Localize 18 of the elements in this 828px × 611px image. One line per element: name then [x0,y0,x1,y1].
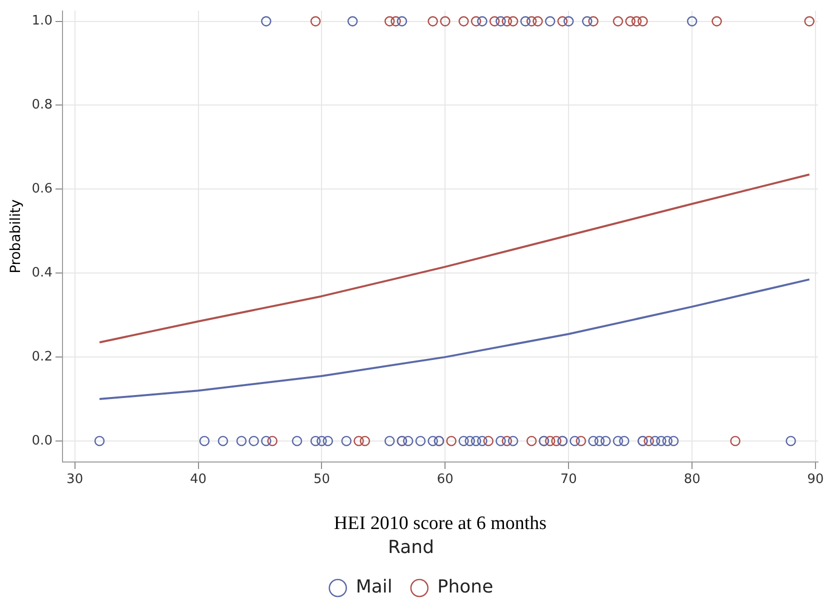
x-tick-label: 60 [436,472,454,488]
y-tick-label: 0.0 [32,433,52,448]
x-tick-label: 80 [684,472,700,488]
legend-title: Rand [388,537,434,558]
y-axis-title: Probability [8,199,24,274]
x-tick-label: 90 [807,472,824,488]
y-tick-label: 0.2 [32,349,52,364]
y-tick-label: 0.8 [32,98,52,113]
x-tick-label: 30 [66,472,84,488]
legend-label: Phone [437,576,494,598]
legend-label: Mail [356,576,392,598]
x-tick-label: 40 [190,472,207,488]
x-axis-title: HEI 2010 score at 6 months [334,512,547,534]
x-tick-label: 70 [560,472,577,488]
y-tick-label: 0.4 [32,266,52,280]
x-tick-label: 50 [313,472,330,488]
y-tick-label: 0.6 [32,182,52,197]
y-tick-label: 1.0 [32,14,52,29]
